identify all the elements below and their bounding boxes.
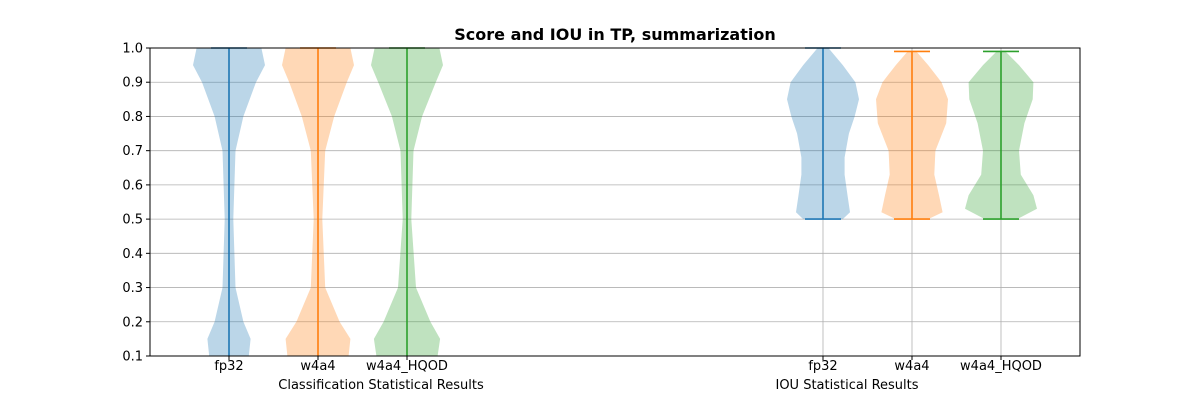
chart-title: Score and IOU in TP, summarization: [454, 25, 776, 44]
y-tick-label: 0.1: [122, 350, 143, 365]
y-tick-label: 0.6: [122, 178, 143, 193]
y-tick-label: 0.8: [122, 110, 143, 125]
plot-frame: [149, 47, 1081, 357]
y-tick-label: 0.9: [122, 76, 143, 91]
x-tick-label: fp32: [808, 359, 837, 374]
y-tick-label: 1.0: [122, 42, 143, 57]
y-tick-label: 0.2: [122, 315, 143, 330]
x-tick-label: fp32: [214, 359, 243, 374]
y-tick-label: 0.5: [122, 213, 143, 228]
violin-plots: [193, 47, 1037, 356]
group-label-iou: IOU Statistical Results: [775, 378, 918, 393]
x-tick-label: w4a4_HQOD: [960, 359, 1042, 374]
y-tick-label: 0.7: [122, 144, 143, 159]
x-tick-label: w4a4: [300, 359, 335, 374]
x-tick-label: w4a4: [894, 359, 929, 374]
x-axis-ticks: fp32 w4a4 w4a4_HQOD fp32 w4a4 w4a4_HQOD: [214, 356, 1042, 374]
y-axis-ticks: 0.1 0.2 0.3 0.4 0.5 0.6 0.7 0.8 0.9 1.0: [122, 42, 150, 365]
group-label-classification: Classification Statistical Results: [278, 378, 484, 393]
x-tick-label: w4a4_HQOD: [366, 359, 448, 374]
y-tick-label: 0.4: [122, 247, 143, 262]
y-tick-label: 0.3: [122, 281, 143, 296]
